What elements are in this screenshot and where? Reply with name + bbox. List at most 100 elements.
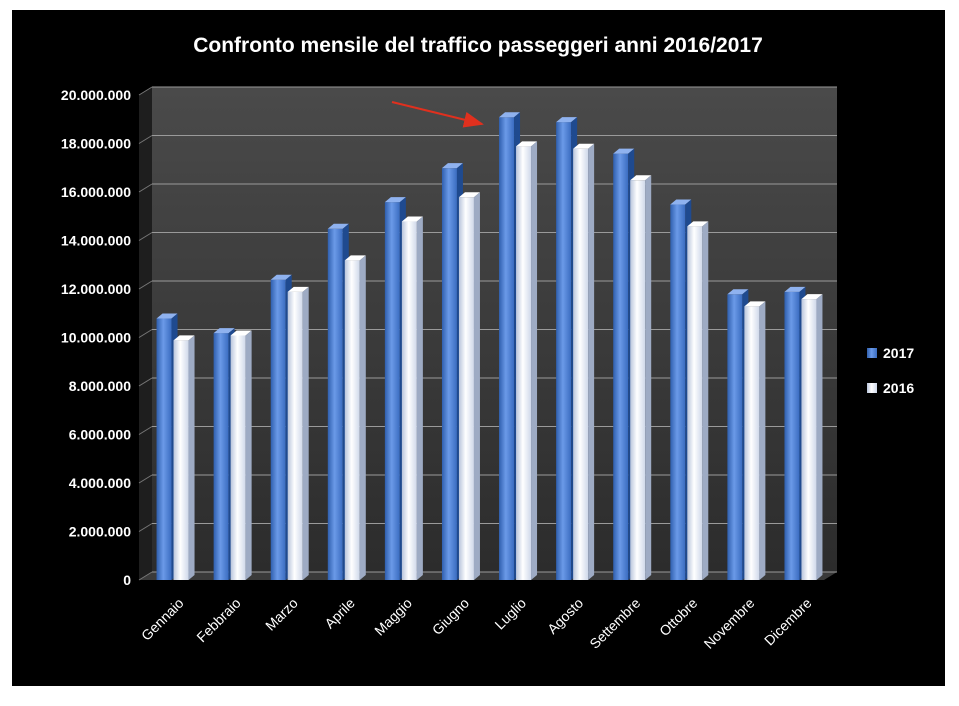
bar-top [213, 328, 235, 334]
y-tick-label: 12.000.000 [61, 281, 131, 297]
gridline-side [138, 86, 153, 96]
bar-side [645, 175, 652, 581]
bar-chart: Confronto mensile del traffico passegger… [61, 34, 914, 652]
bar-top [458, 192, 480, 198]
bar-front [499, 117, 515, 580]
x-tick-label: Dicembre [761, 595, 815, 649]
bar-front [230, 335, 246, 580]
x-tick-label: Maggio [371, 595, 415, 639]
bar-front [384, 202, 400, 580]
y-tick-label: 6.000.000 [69, 427, 131, 443]
bar-top [384, 197, 406, 203]
bar-top [344, 255, 366, 261]
bar-side [473, 192, 480, 580]
bar-top [173, 335, 195, 341]
y-tick-label: 10.000.000 [61, 330, 131, 346]
gridline-side [138, 329, 153, 338]
bar-top [516, 141, 538, 147]
gridline-side [138, 183, 153, 193]
bar-front [573, 148, 589, 580]
bar-top [230, 330, 252, 336]
x-tick-label: Ottobre [656, 595, 700, 639]
bar-side [759, 301, 766, 580]
bar-front [401, 221, 417, 580]
x-axis-ticks: Gennaio Febbraio Marzo Aprile Maggio Giugno Lu… [138, 595, 815, 652]
x-tick-label: Marzo [262, 595, 301, 634]
gridline-side [138, 474, 153, 484]
gridline-side [138, 377, 153, 387]
x-tick-label: Giugno [429, 595, 472, 638]
bar-front [441, 168, 457, 581]
bar-front [156, 318, 172, 580]
y-axis-ticks: 0 2.000.000 4.000.000 6.000.000 8.000.000 10.… [61, 87, 131, 588]
bar-top [156, 313, 178, 319]
bars [156, 112, 823, 581]
x-tick-label: Agosto [544, 595, 586, 637]
bar-side [245, 330, 252, 580]
bar-front [327, 228, 343, 581]
bar-front [687, 226, 703, 580]
y-tick-label: 20.000.000 [61, 87, 131, 103]
gridline-side [138, 523, 153, 532]
bar-2016-ottobre [687, 221, 709, 580]
bar-side [188, 335, 195, 580]
bar-front [287, 291, 303, 580]
x-tick-label: Luglio [491, 595, 529, 633]
bar-2016-agosto [573, 143, 595, 580]
bar-front [516, 146, 532, 580]
bar-front [744, 306, 760, 580]
gridline-side [138, 280, 153, 290]
bar-top [727, 289, 749, 295]
bar-front [670, 204, 686, 581]
bar-2016-febbraio [230, 330, 252, 580]
bar-side [816, 294, 823, 580]
bar-front [727, 294, 743, 580]
bar-front [784, 291, 800, 580]
gridline-side [138, 426, 153, 435]
bar-top [401, 216, 423, 222]
bar-top [744, 301, 766, 307]
bar-front [630, 180, 646, 581]
bar-side [302, 286, 309, 580]
legend-label-2017: 2017 [883, 345, 914, 361]
bar-2016-maggio [401, 216, 423, 580]
bar-side [588, 143, 595, 580]
y-tick-label: 2.000.000 [69, 524, 131, 540]
gridline-side [138, 232, 153, 241]
bar-2016-settembre [630, 175, 652, 581]
legend: 2017 2016 [867, 345, 914, 396]
y-tick-label: 4.000.000 [69, 475, 131, 491]
plot-floor [139, 572, 837, 580]
bar-front [458, 197, 474, 580]
bar-top [270, 274, 292, 280]
bar-side [531, 141, 538, 580]
legend-swatch-2017 [867, 348, 877, 358]
gridline-side [138, 571, 153, 581]
annotation-arrow [391, 101, 484, 128]
bar-side [416, 216, 423, 580]
bar-top [630, 175, 652, 181]
y-tick-label: 8.000.000 [69, 378, 131, 394]
bar-top [784, 286, 806, 292]
bar-2016-luglio [516, 141, 538, 580]
y-tick-label: 14.000.000 [61, 233, 131, 249]
bar-top [613, 148, 635, 154]
bar-front [213, 333, 229, 580]
gridline-side [138, 135, 153, 144]
bar-2016-giugno [458, 192, 480, 580]
bar-2016-novembre [744, 301, 766, 580]
bar-side [702, 221, 709, 580]
bar-front [344, 260, 360, 580]
bar-front [556, 122, 572, 580]
bar-top [573, 143, 595, 149]
chart-title: Confronto mensile del traffico passegger… [193, 34, 763, 57]
bar-top [687, 221, 709, 227]
y-tick-label: 18.000.000 [61, 136, 131, 152]
bar-top [441, 163, 463, 169]
bar-2016-marzo [287, 286, 309, 580]
bar-top [556, 117, 578, 123]
bar-2016-aprile [344, 255, 366, 580]
bar-2016-gennaio [173, 335, 195, 580]
chart-frame: Confronto mensile del traffico passegger… [12, 10, 945, 686]
legend-label-2016: 2016 [883, 380, 914, 396]
